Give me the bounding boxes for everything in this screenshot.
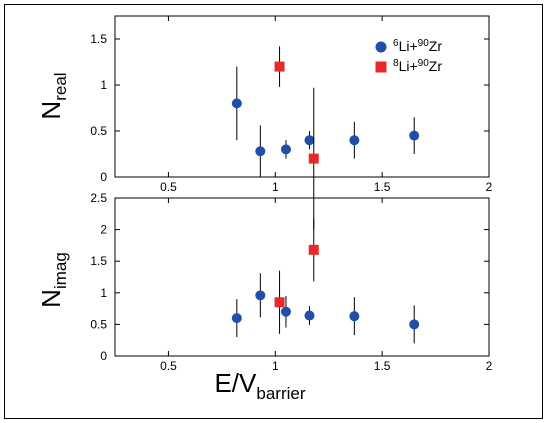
data-point-6li-imag	[349, 311, 360, 322]
figure-border	[4, 4, 543, 419]
data-point-6li-real	[349, 135, 360, 146]
data-point-6li-real	[304, 135, 315, 146]
y-tick-label-real: 1	[100, 78, 107, 92]
data-point-8li-real	[308, 153, 319, 164]
x-tick-label-real: 1	[272, 180, 279, 194]
legend-marker-8li	[375, 61, 387, 73]
legend-label-6li: 6Li+90Zr	[393, 38, 442, 54]
x-axis-label: E/Vbarrier	[214, 368, 305, 403]
x-tick-label-imag: 1.5	[374, 359, 391, 373]
legend-label-8li: 8Li+90Zr	[393, 58, 442, 74]
plot-frame-real	[114, 15, 490, 178]
data-point-8li-imag	[308, 244, 319, 255]
x-tick-label-imag: 2	[486, 359, 493, 373]
y-tick-label-imag: 2	[100, 223, 107, 237]
panel-imag: 0.5 1 1.5 2 0 0.5 1 1.5 2 2.5 Nimag E/Vbarrier	[36, 191, 493, 403]
data-point-6li-real	[255, 146, 266, 157]
x-tick-label-real: 2	[486, 180, 493, 194]
legend: 6Li+90Zr 8Li+90Zr	[375, 38, 442, 74]
data-point-6li-real	[231, 98, 242, 109]
y-tick-label-imag: 0	[100, 349, 107, 363]
axis-ticks-real: 0.5 1 1.5 2 0 0.5 1 1.5	[90, 16, 493, 194]
y-tick-label-imag: 1	[100, 286, 107, 300]
y-axis-label-imag: Nimag	[36, 252, 70, 308]
data-point-6li-imag	[280, 306, 291, 317]
data-point-6li-imag	[255, 290, 266, 301]
x-tick-label-imag: 0.5	[160, 359, 177, 373]
data-marks-real	[231, 46, 420, 230]
y-tick-label-real: 0	[100, 170, 107, 184]
data-point-6li-real	[280, 144, 291, 155]
data-point-6li-imag	[304, 310, 315, 321]
x-tick-label-real: 0.5	[160, 180, 177, 194]
y-tick-label-real: 1.5	[90, 32, 107, 46]
y-tick-label-imag: 2.5	[90, 191, 107, 205]
axis-ticks-imag: 0.5 1 1.5 2 0 0.5 1 1.5 2 2.5	[90, 191, 492, 373]
x-tick-label-imag: 1	[272, 359, 279, 373]
data-point-6li-imag	[231, 313, 242, 324]
y-axis-label-real: Nreal	[36, 72, 70, 119]
data-point-6li-real	[409, 130, 420, 141]
data-point-6li-imag	[409, 319, 420, 330]
data-point-8li-real	[274, 61, 285, 72]
x-tick-label-real: 1.5	[374, 180, 391, 194]
y-tick-label-real: 0.5	[90, 124, 107, 138]
legend-marker-6li	[375, 41, 387, 53]
data-point-8li-imag	[274, 297, 285, 308]
panel-real: 0.5 1 1.5 2 0 0.5 1 1.5 Nreal 6Li+90Zr 8Li+90Zr	[36, 15, 493, 230]
plot-frame-imag	[114, 197, 490, 357]
y-tick-label-imag: 1.5	[90, 254, 107, 268]
y-tick-label-imag: 0.5	[90, 317, 107, 331]
data-marks-imag	[231, 218, 420, 344]
